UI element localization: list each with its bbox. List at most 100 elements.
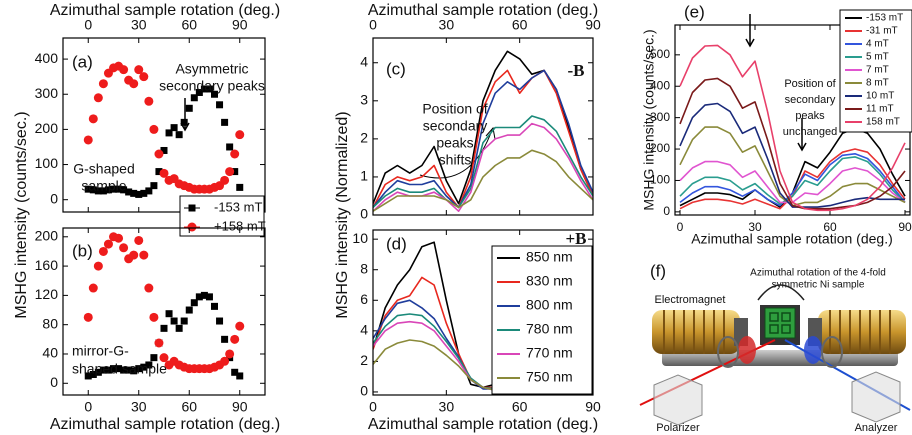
marker-circle [235,130,245,140]
legend: 850 nm 830 nm 800 nm 780 nm 770 nm 750 nm [491,245,593,395]
annotation: unchanged [783,126,837,138]
marker-square [160,146,168,154]
annotation: Position of [422,101,487,117]
legend-label: -153 mT [214,199,262,214]
marker-square [155,168,163,176]
marker-square [185,104,193,112]
legend-label: +158 mT [214,218,266,233]
panel-label: (f) [650,261,666,280]
marker-square [165,310,173,318]
marker-square [190,299,198,307]
waveplate [717,336,739,368]
panel: 0 100 200 300 400 500 0 30 60 90 (e) MSHG intensity… [641,2,912,247]
marker-circle [119,243,129,253]
panel: 0 1 2 3 4 0 30 60 90 (c) -B MSHG intensity (Normali… [334,2,601,318]
series-line [373,69,593,209]
y-tick-label: 6 [360,291,368,307]
annotation-arrowhead [485,126,496,140]
marker-square [99,187,107,195]
y-tick-label: 8 [360,260,368,276]
marker-circle [149,312,159,322]
marker-circle [144,96,154,106]
y-tick-label: 0 [663,204,670,218]
marker-circle [144,283,154,293]
marker-square [135,365,143,373]
marker-square [231,368,239,376]
marker-circle [159,353,169,363]
marker-square [205,85,213,93]
x-tick-label: 60 [823,220,837,234]
panel-label: (c) [386,59,406,78]
panel-label: (e) [684,2,705,21]
panel-label: (d) [386,234,407,253]
y-tick-label: 160 [35,257,59,273]
plot-frame [372,229,594,396]
legend-label: 4 mT [866,39,889,50]
marker-square [175,131,183,139]
marker-circle [83,135,93,145]
legend-label: 780 nm [526,321,573,337]
marker-square [125,188,133,196]
annotation: shifts [439,152,472,168]
marker-square [160,324,168,332]
panel-label: (b) [72,241,93,260]
plot-frame [62,37,266,213]
annotation: Position of [784,78,836,90]
y-tick-label: 2 [360,352,368,368]
annotation: peaks [795,110,825,122]
annotation: peaks [436,135,473,151]
lens [738,336,756,364]
legend-label: 5 mT [866,52,889,63]
field-label: -B [568,61,585,80]
x-tick-label: 90 [232,399,248,415]
annotation: mirror-G- [72,343,129,359]
data-layer [83,61,245,198]
panel: 0 100 200 300 400 0 30 60 90 (a) MSHG intensity (c… [13,2,280,318]
marker-circle [93,261,103,271]
y-tick-label: 80 [42,315,58,331]
marker-circle [230,149,240,159]
y-tick-label: 4 [360,53,368,69]
marker-square [190,94,198,102]
y-tick-label: 100 [650,173,670,187]
plot-frame [372,37,594,216]
pointer-arrowhead [797,142,807,152]
legend-label: 850 nm [526,249,573,265]
top-axis-title: Azimuthal sample rotation (deg.) [50,2,280,19]
marker-square [150,354,158,362]
marker-square [180,317,188,325]
y-tick-label: 10 [352,230,368,246]
lens [804,336,822,364]
x-tick-label: 0 [84,17,92,33]
marker-circle [139,72,149,82]
marker-square [140,189,148,197]
marker-circle [103,239,113,249]
annotation: G-shaped [73,161,134,177]
marker-circle [98,79,108,89]
legend: -153 mT +158 mT [179,195,266,237]
x-tick-label: 60 [512,17,528,33]
marker-square [145,361,153,369]
marker-square [200,291,208,299]
y-axis-title: MSHG intensity (counts/sec.) [641,29,657,210]
polarizer-label: Polarizer [656,422,700,434]
marker-square [120,366,128,374]
marker-square [99,366,107,374]
x-tick-label: 60 [181,399,197,415]
rotation-arrow [757,284,805,301]
marker-square [200,85,208,93]
marker-square [170,317,178,325]
y-tick-label: 100 [35,155,59,171]
marker-circle [225,349,235,359]
setup-diagram: (f) Electromagnet Azimuthal rotation of … [639,261,911,434]
legend-label: 750 nm [526,369,573,385]
legend-label: -153 mT [866,13,903,24]
annotation-arrow [419,129,493,179]
series-line [373,115,593,209]
series-line [373,149,593,212]
marker-square [125,366,133,374]
series-line [679,102,905,208]
annotation: secondary peaks [159,78,265,94]
marker-square [236,372,244,380]
x-tick-label: 30 [748,220,762,234]
